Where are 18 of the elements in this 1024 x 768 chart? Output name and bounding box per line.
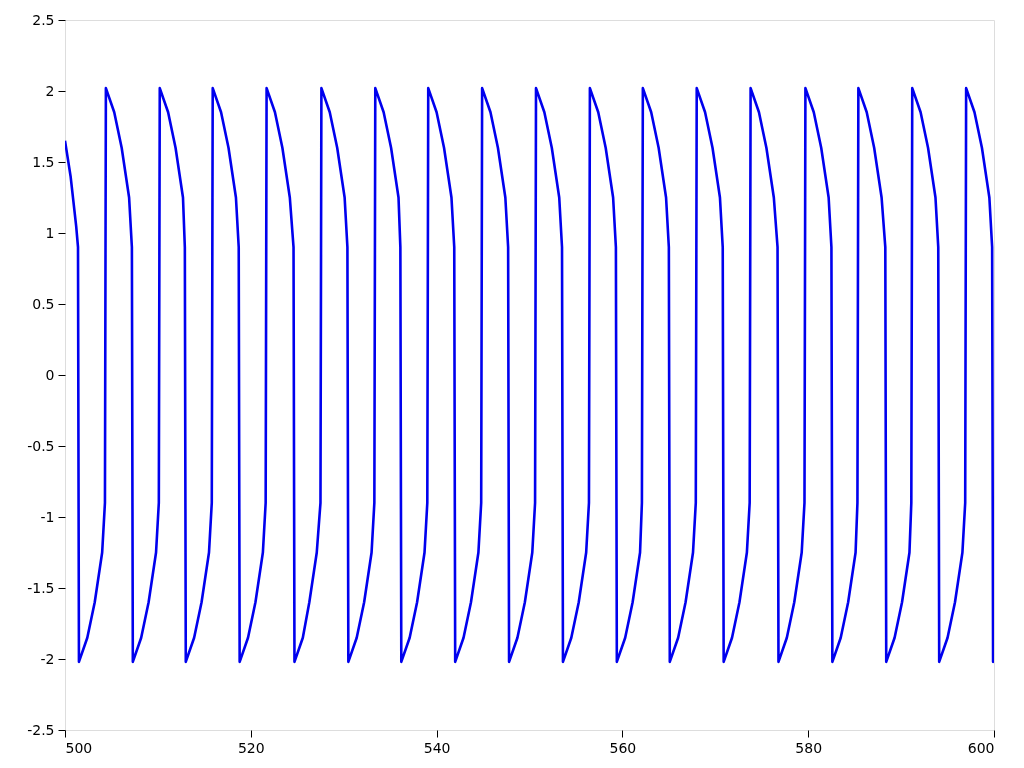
y-tick-label: -2 — [40, 650, 55, 667]
y-tick-label: -2.5 — [27, 721, 55, 738]
y-tick-label: -0.5 — [27, 437, 55, 454]
y-tick-label: 0 — [45, 366, 55, 383]
y-tick-label: 2 — [45, 82, 55, 99]
y-tick-label: -1.5 — [27, 579, 55, 596]
y-tick-label: 2.5 — [32, 11, 55, 28]
y-tick-label: 1.5 — [32, 153, 55, 170]
y-tick-label: 0.5 — [32, 295, 55, 312]
x-tick-label: 500 — [65, 739, 93, 756]
y-tick-label: -1 — [40, 508, 55, 525]
x-tick-label: 600 — [967, 739, 995, 756]
line-series — [65, 86, 994, 664]
x-tick-label: 540 — [423, 739, 451, 756]
x-tick-label: 560 — [609, 739, 637, 756]
y-tick-label: 1 — [45, 224, 55, 241]
x-tick-label: 520 — [237, 739, 265, 756]
x-tick-label: 580 — [795, 739, 823, 756]
